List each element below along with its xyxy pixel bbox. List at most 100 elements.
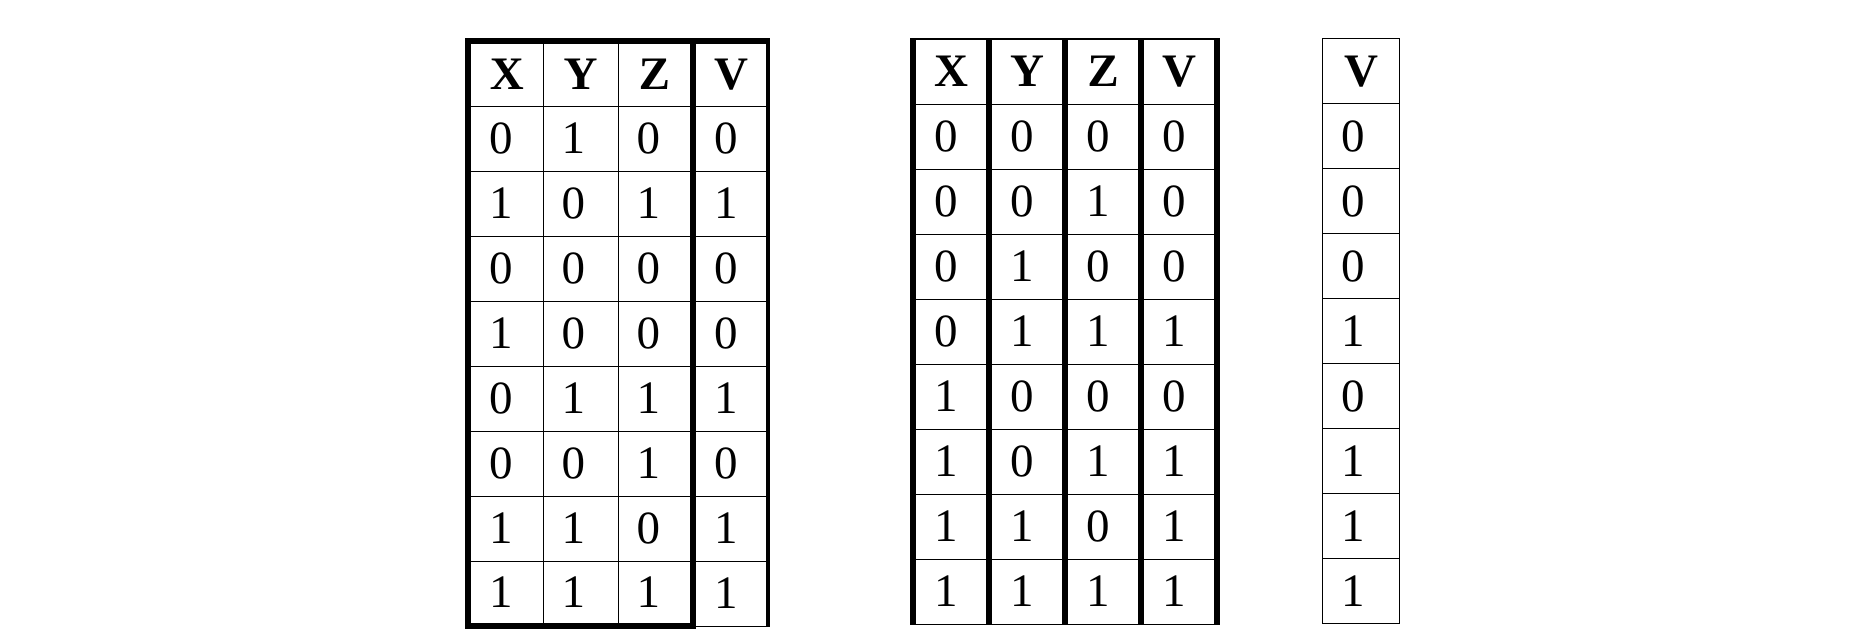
table-cell-z: 0 [617, 235, 696, 302]
table-cell-z: 0 [1062, 103, 1142, 170]
table-cell-v: 1 [692, 495, 770, 562]
table-cell-v: 1 [1138, 298, 1220, 365]
table-cell-z: 0 [1062, 493, 1142, 560]
table-cell-v: 0 [692, 300, 770, 367]
column-header-x: X [910, 38, 990, 105]
table-cell-v: 1 [1138, 428, 1220, 495]
table-cell-x: 1 [910, 493, 990, 560]
table-cell-v: 0 [1322, 103, 1400, 169]
column-header-z: Z [617, 38, 696, 107]
table-cell-z: 0 [1062, 233, 1142, 300]
table-cell-y: 0 [542, 430, 619, 497]
column-header-v: V [1322, 38, 1400, 104]
table-cell-x: 0 [465, 235, 544, 302]
table-row: 0 [1322, 233, 1400, 299]
column-header-v: V [1138, 38, 1220, 105]
table-cell-v: 0 [1138, 103, 1220, 170]
table-cell-v: 0 [1138, 168, 1220, 235]
table-row: 0 [1322, 363, 1400, 429]
table-cell-z: 0 [617, 495, 696, 562]
table-row: 1 [1322, 428, 1400, 494]
table-cell-z: 0 [1062, 363, 1142, 430]
table-cell-z: 1 [1062, 168, 1142, 235]
table-cell-v: 0 [1138, 363, 1220, 430]
table-cell-y: 1 [986, 558, 1066, 625]
table-row: 0 [1322, 103, 1400, 169]
table-cell-v: 0 [692, 105, 770, 172]
column-header-y: Y [542, 38, 619, 107]
table-row: 0 [1322, 168, 1400, 234]
table-cell-x: 1 [465, 300, 544, 367]
table-cell-v: 1 [1138, 558, 1220, 625]
table-cell-v: 1 [1322, 493, 1400, 559]
table-cell-v: 0 [1322, 168, 1400, 234]
table-cell-x: 1 [465, 170, 544, 237]
table-cell-v: 1 [692, 365, 770, 432]
table-cell-v: 1 [692, 170, 770, 237]
table-row: 1 [1322, 493, 1400, 559]
table-cell-v: 1 [1322, 428, 1400, 494]
table-cell-x: 0 [465, 430, 544, 497]
table-cell-y: 1 [542, 560, 619, 629]
table-cell-x: 0 [465, 105, 544, 172]
table-row: 1 [1322, 558, 1400, 624]
table-cell-y: 0 [986, 103, 1066, 170]
table-cell-z: 1 [1062, 558, 1142, 625]
table-cell-y: 0 [986, 168, 1066, 235]
table-cell-y: 0 [542, 300, 619, 367]
table-cell-x: 1 [465, 560, 544, 629]
table-cell-x: 0 [910, 103, 990, 170]
table-cell-x: 1 [910, 428, 990, 495]
table-cell-x: 0 [910, 168, 990, 235]
header-row: V [1322, 38, 1400, 104]
table-cell-y: 1 [986, 493, 1066, 560]
table-cell-v: 1 [1322, 298, 1400, 364]
table-cell-y: 1 [542, 105, 619, 172]
table-cell-v: 0 [692, 430, 770, 497]
table-cell-x: 0 [910, 298, 990, 365]
table-cell-z: 1 [1062, 298, 1142, 365]
table-cell-z: 0 [617, 105, 696, 172]
table-cell-z: 1 [617, 430, 696, 497]
table-cell-v: 0 [1138, 233, 1220, 300]
table-cell-v: 1 [1322, 558, 1400, 624]
table-cell-y: 1 [986, 233, 1066, 300]
table-cell-x: 1 [465, 495, 544, 562]
table-cell-v: 0 [1322, 363, 1400, 429]
column-header-v: V [692, 38, 770, 107]
table-cell-v: 0 [1322, 233, 1400, 299]
table-cell-v: 0 [692, 235, 770, 302]
table-cell-y: 0 [542, 235, 619, 302]
table-cell-z: 1 [617, 365, 696, 432]
column-header-z: Z [1062, 38, 1142, 105]
table-cell-y: 0 [986, 428, 1066, 495]
table-cell-y: 1 [542, 365, 619, 432]
column-header-y: Y [986, 38, 1066, 105]
table-cell-z: 1 [617, 170, 696, 237]
table-cell-y: 0 [986, 363, 1066, 430]
table-cell-z: 1 [1062, 428, 1142, 495]
table-cell-y: 1 [986, 298, 1066, 365]
table-cell-x: 1 [910, 558, 990, 625]
table-cell-y: 1 [542, 495, 619, 562]
table-cell-z: 0 [617, 300, 696, 367]
